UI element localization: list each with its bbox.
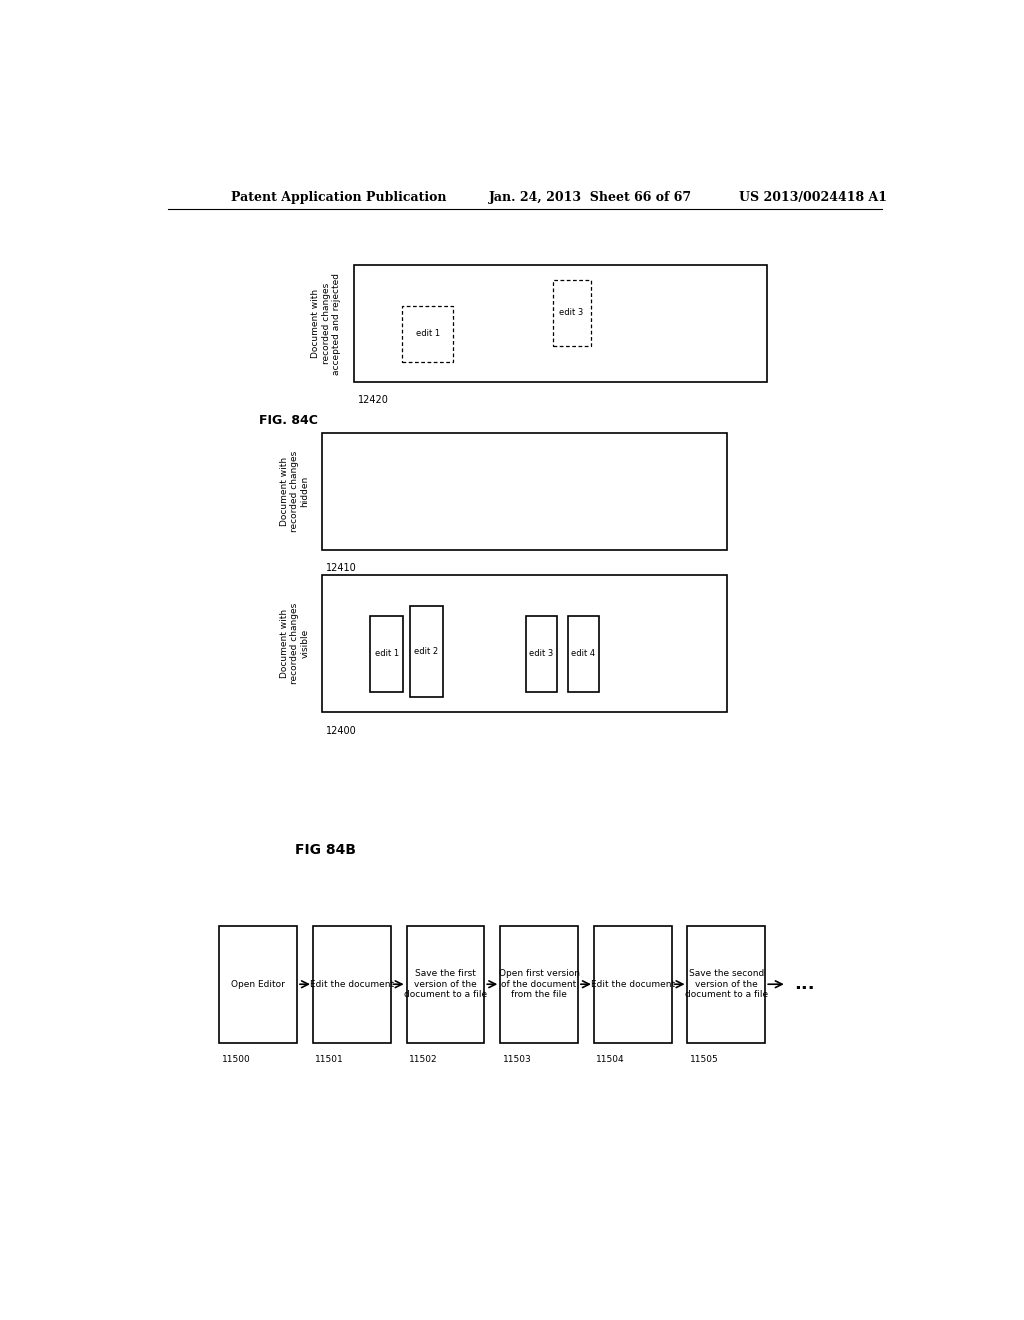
- FancyBboxPatch shape: [354, 265, 767, 381]
- Text: 11503: 11503: [503, 1055, 531, 1064]
- Text: Document with
recorded changes
accepted and rejected: Document with recorded changes accepted …: [311, 272, 341, 375]
- Text: ...: ...: [795, 975, 815, 993]
- FancyBboxPatch shape: [568, 616, 599, 692]
- Text: US 2013/0024418 A1: US 2013/0024418 A1: [739, 190, 887, 203]
- FancyBboxPatch shape: [313, 925, 391, 1043]
- Text: 12410: 12410: [327, 562, 357, 573]
- Text: edit 1: edit 1: [375, 649, 398, 657]
- FancyBboxPatch shape: [401, 306, 454, 362]
- Text: 12400: 12400: [327, 726, 357, 735]
- Text: Open Editor: Open Editor: [231, 979, 285, 989]
- Text: 11502: 11502: [409, 1055, 437, 1064]
- Text: edit 3: edit 3: [529, 649, 554, 657]
- FancyBboxPatch shape: [219, 925, 297, 1043]
- Text: edit 4: edit 4: [571, 649, 596, 657]
- Text: edit 2: edit 2: [415, 647, 438, 656]
- FancyBboxPatch shape: [526, 616, 557, 692]
- Text: Patent Application Publication: Patent Application Publication: [231, 190, 446, 203]
- FancyBboxPatch shape: [323, 576, 727, 713]
- Text: FIG. 84C: FIG. 84C: [259, 414, 317, 428]
- Text: Open first version
of the document
from the file: Open first version of the document from …: [499, 969, 580, 999]
- FancyBboxPatch shape: [410, 606, 443, 697]
- FancyBboxPatch shape: [323, 433, 727, 549]
- Text: Document with
recorded changes
visible: Document with recorded changes visible: [280, 603, 309, 684]
- Text: Edit the document: Edit the document: [309, 979, 394, 989]
- FancyBboxPatch shape: [407, 925, 484, 1043]
- Text: Document with
recorded changes
hidden: Document with recorded changes hidden: [280, 450, 309, 532]
- Text: Save the second
version of the
document to a file: Save the second version of the document …: [685, 969, 768, 999]
- FancyBboxPatch shape: [553, 280, 591, 346]
- FancyBboxPatch shape: [687, 925, 765, 1043]
- Text: 11501: 11501: [315, 1055, 344, 1064]
- Text: 11504: 11504: [596, 1055, 625, 1064]
- Text: 12420: 12420: [358, 395, 389, 405]
- Text: Edit the document: Edit the document: [591, 979, 675, 989]
- Text: FIG 84B: FIG 84B: [295, 842, 355, 857]
- FancyBboxPatch shape: [500, 925, 578, 1043]
- FancyBboxPatch shape: [594, 925, 672, 1043]
- Text: Save the first
version of the
document to a file: Save the first version of the document t…: [403, 969, 487, 999]
- Text: edit 1: edit 1: [416, 329, 440, 338]
- Text: edit 3: edit 3: [559, 309, 584, 317]
- Text: 11505: 11505: [690, 1055, 719, 1064]
- FancyBboxPatch shape: [370, 616, 403, 692]
- Text: 11500: 11500: [221, 1055, 251, 1064]
- Text: Jan. 24, 2013  Sheet 66 of 67: Jan. 24, 2013 Sheet 66 of 67: [489, 190, 692, 203]
